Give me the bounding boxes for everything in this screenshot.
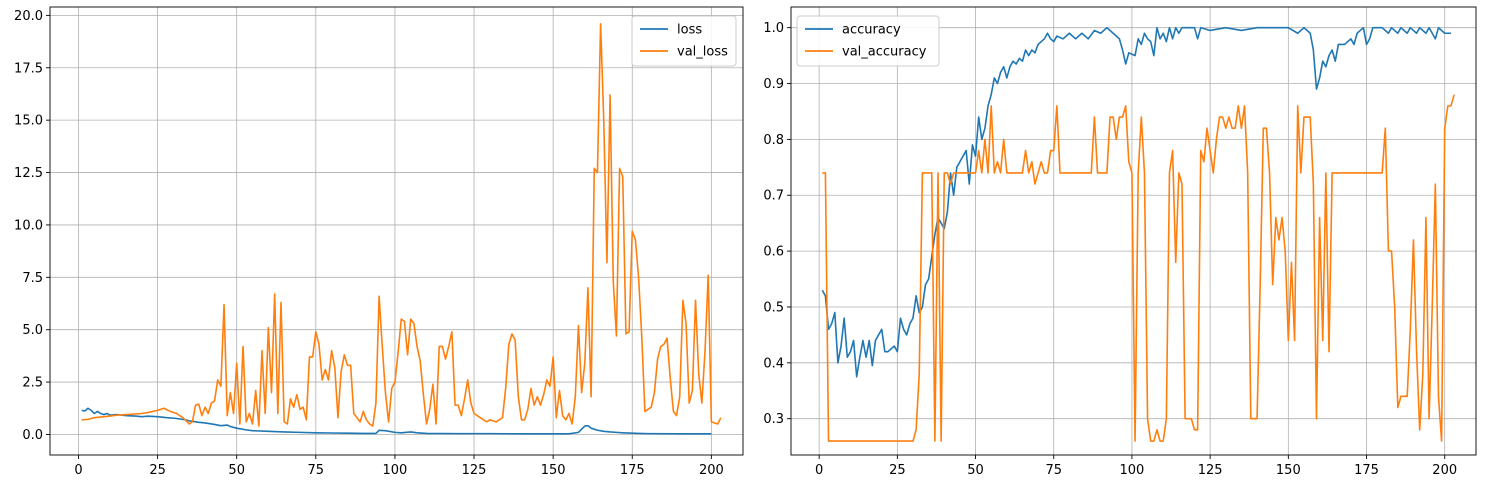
y-tick-label: 0.6 bbox=[763, 245, 784, 260]
x-tick-label: 25 bbox=[889, 463, 906, 478]
y-tick-label: 5.0 bbox=[22, 323, 43, 338]
plot-frame bbox=[49, 6, 744, 456]
x-tick-label: 125 bbox=[462, 463, 487, 478]
y-tick-label: 0.8 bbox=[763, 133, 784, 148]
y-tick-label: 0.0 bbox=[22, 428, 43, 443]
x-tick-label: 200 bbox=[699, 463, 724, 478]
y-tick-label: 17.5 bbox=[14, 61, 43, 76]
x-tick-label: 75 bbox=[308, 463, 325, 478]
legend-label-loss: loss bbox=[677, 23, 702, 38]
legend-label-val-accuracy: val_accuracy bbox=[842, 45, 927, 60]
x-tick-label: 150 bbox=[541, 463, 566, 478]
y-tick-label: 0.5 bbox=[763, 300, 784, 315]
x-tick-label: 0 bbox=[815, 463, 823, 478]
y-tick-label: 10.0 bbox=[14, 218, 43, 233]
legend: accuracy val_accuracy bbox=[796, 15, 940, 67]
series-line-val-loss bbox=[81, 22, 722, 427]
x-tick-label: 25 bbox=[149, 463, 166, 478]
y-tick-label: 0.9 bbox=[763, 77, 784, 92]
x-tick-label: 0 bbox=[74, 463, 82, 478]
y-tick-label: 15.0 bbox=[14, 114, 43, 129]
x-tick-label: 75 bbox=[1045, 463, 1062, 478]
y-tick-label: 12.5 bbox=[14, 166, 43, 181]
x-tick-label: 175 bbox=[1354, 463, 1379, 478]
x-tick-label: 200 bbox=[1432, 463, 1457, 478]
x-tick-label: 125 bbox=[1198, 463, 1223, 478]
x-tick-label: 100 bbox=[1120, 463, 1145, 478]
series-line-val-accuracy bbox=[822, 94, 1455, 442]
loss-chart: 0 25 50 75 100 125 150 175 200 0.0 2.5 5.0 7.5 10.0 12… bbox=[14, 6, 744, 478]
accuracy-chart: 0 25 50 75 100 125 150 175 200 0.3 0.4 0.5 0.6 0.7 0.8… bbox=[763, 6, 1477, 478]
y-tick-label: 20.0 bbox=[14, 9, 43, 24]
y-tick-label: 0.7 bbox=[763, 189, 784, 204]
series-line-loss bbox=[81, 407, 712, 435]
legend: loss val_loss bbox=[631, 15, 737, 67]
x-tick-label: 175 bbox=[620, 463, 645, 478]
legend-label-val-loss: val_loss bbox=[677, 45, 728, 60]
x-tick-label: 50 bbox=[967, 463, 984, 478]
y-tick-label: 0.4 bbox=[763, 356, 784, 371]
legend-label-accuracy: accuracy bbox=[842, 23, 901, 38]
series-line-accuracy bbox=[821, 26, 1451, 378]
x-tick-label: 50 bbox=[228, 463, 245, 478]
y-tick-label: 7.5 bbox=[22, 271, 43, 286]
y-tick-label: 0.3 bbox=[763, 412, 784, 427]
x-tick-label: 150 bbox=[1276, 463, 1301, 478]
x-tick-label: 100 bbox=[383, 463, 408, 478]
y-tick-label: 2.5 bbox=[22, 376, 43, 391]
plot-frame bbox=[790, 6, 1477, 456]
y-tick-label: 1.0 bbox=[763, 21, 784, 36]
